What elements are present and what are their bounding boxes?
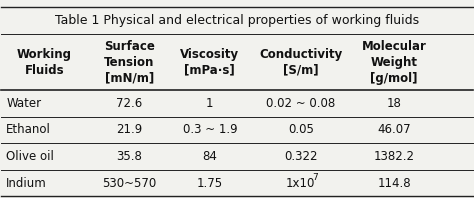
Text: 530~570: 530~570 [102, 177, 156, 189]
Text: 0.05: 0.05 [288, 124, 314, 136]
Text: 35.8: 35.8 [117, 150, 142, 163]
Text: 0.02 ~ 0.08: 0.02 ~ 0.08 [266, 97, 336, 110]
Text: 1382.2: 1382.2 [374, 150, 415, 163]
Text: 1x10: 1x10 [286, 177, 316, 189]
Text: Ethanol: Ethanol [6, 124, 51, 136]
Text: Indium: Indium [6, 177, 47, 189]
Text: 72.6: 72.6 [116, 97, 143, 110]
Text: Molecular
Weight
[g/mol]: Molecular Weight [g/mol] [362, 40, 427, 85]
Text: Table 1 Physical and electrical properties of working fluids: Table 1 Physical and electrical properti… [55, 14, 419, 27]
Text: 46.07: 46.07 [377, 124, 411, 136]
Text: 1: 1 [206, 97, 214, 110]
Text: Working
Fluids: Working Fluids [17, 48, 72, 77]
Text: Surface
Tension
[mN/m]: Surface Tension [mN/m] [104, 40, 155, 85]
Text: 0.3 ~ 1.9: 0.3 ~ 1.9 [182, 124, 237, 136]
Text: Water: Water [6, 97, 42, 110]
Text: Olive oil: Olive oil [6, 150, 54, 163]
Text: 84: 84 [202, 150, 217, 163]
Text: 1.75: 1.75 [197, 177, 223, 189]
Text: Conductivity
[S/m]: Conductivity [S/m] [259, 48, 342, 77]
Text: 0.322: 0.322 [284, 150, 318, 163]
Text: 18: 18 [387, 97, 401, 110]
Text: 7: 7 [312, 173, 318, 182]
Text: 21.9: 21.9 [116, 124, 143, 136]
Text: 114.8: 114.8 [377, 177, 411, 189]
Text: Viscosity
[mPa·s]: Viscosity [mPa·s] [180, 48, 239, 77]
